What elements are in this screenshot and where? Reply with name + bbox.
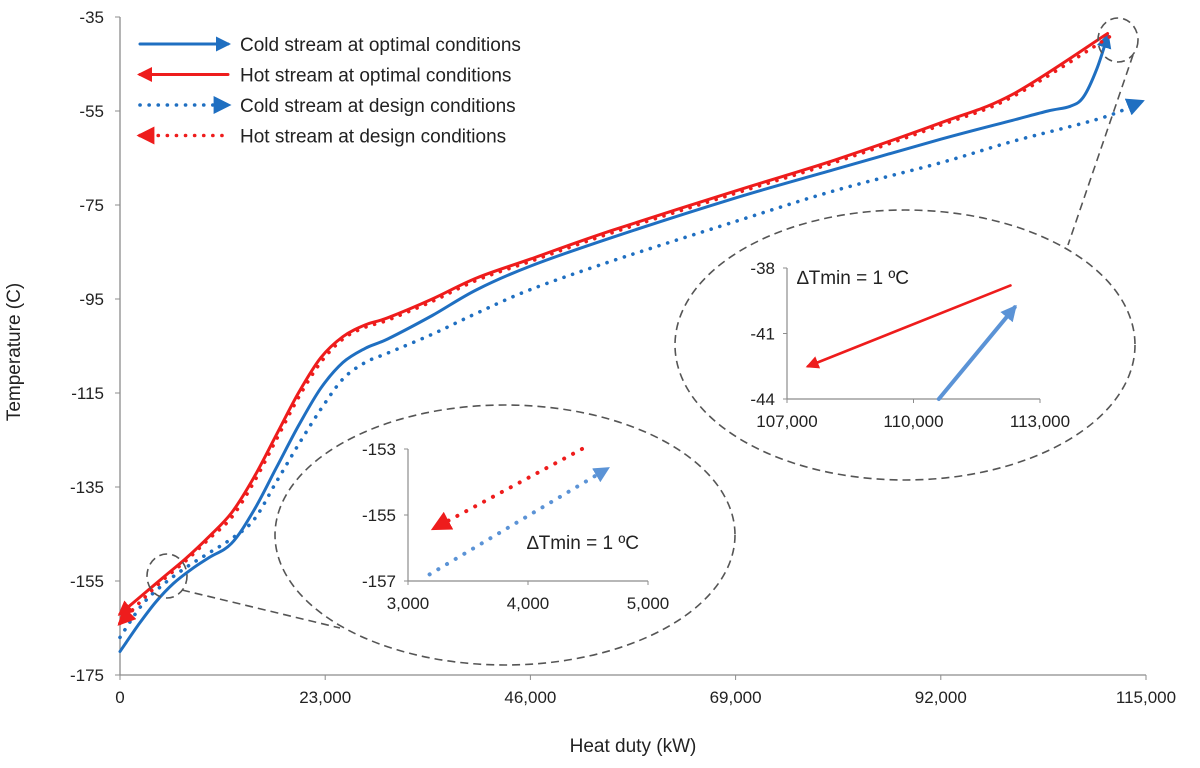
x-tick-label: 0 <box>115 688 124 707</box>
inset-x-tick-label: 107,000 <box>756 412 817 431</box>
y-tick-label: -135 <box>70 478 104 497</box>
series-line-hot-stream-at-design-conditions <box>117 31 1117 626</box>
series-layer <box>117 31 1145 653</box>
inset-x-tick-label: 4,000 <box>507 594 550 613</box>
zoom-callouts <box>146 17 1139 666</box>
inset-chart-1: -38 -41 -44 107,000 110,000 113,000 ∆Tmin = 1 … <box>750 259 1070 431</box>
inset-y-tick-label: -157 <box>362 572 396 591</box>
x-tick-label: 46,000 <box>504 688 556 707</box>
insets: -38 -41 -44 107,000 110,000 113,000 ∆Tmin = 1 … <box>362 259 1070 613</box>
inset-x-tick-label: 5,000 <box>627 594 670 613</box>
inset-chart-2: -153 -155 -157 3,000 4,000 5,000 ∆Tmin = 1 ºC <box>362 440 669 613</box>
inset-y-tick-label: -41 <box>750 325 775 344</box>
y-tick-label: -75 <box>79 196 104 215</box>
inset-frame-top <box>674 209 1136 481</box>
legend-label: Cold stream at design conditions <box>240 96 516 117</box>
axes-layer: -35 -55 -75 -95 -115 -135 -155 -175 0 23,000 46,00… <box>70 8 1176 707</box>
x-tick-label: 92,000 <box>915 688 967 707</box>
legend-label: Hot stream at optimal conditions <box>240 66 511 87</box>
zoom-leader-bottom <box>181 589 341 629</box>
y-tick-label: -35 <box>79 8 104 27</box>
inset-line-hot-stream-at-optimal-conditions <box>805 284 1012 369</box>
legend-label: Cold stream at optimal conditions <box>240 35 521 56</box>
inset-x-tick-label: 113,000 <box>1010 412 1070 431</box>
x-tick-label: 23,000 <box>299 688 351 707</box>
series-line-hot-stream-at-optimal-conditions <box>117 32 1110 616</box>
legend-label: Hot stream at design conditions <box>240 127 506 148</box>
inset-line-hot-stream-at-design-conditions <box>430 447 584 531</box>
y-tick-label: -115 <box>71 384 104 403</box>
x-tick-label: 69,000 <box>710 688 762 707</box>
y-tick-label: -175 <box>70 666 104 685</box>
inset-y-tick-label: -44 <box>750 390 775 409</box>
inset-y-tick-label: -38 <box>750 259 775 278</box>
series-line-cold-stream-at-optimal-conditions <box>118 32 1112 653</box>
inset-line-cold-stream-at-optimal-conditions <box>936 304 1017 401</box>
y-tick-label: -95 <box>79 290 104 309</box>
zoom-marker-top <box>1097 17 1139 63</box>
x-tick-label: 115,000 <box>1116 688 1176 707</box>
y-axis-title: Temperature (C) <box>4 283 25 421</box>
y-tick-label: -55 <box>79 102 104 121</box>
x-axis-title: Heat duty (kW) <box>570 736 697 757</box>
legend: Cold stream at optimal conditions Hot str… <box>136 35 521 148</box>
inset-annotation: ∆Tmin = 1 ºC <box>797 268 909 289</box>
inset-y-tick-label: -155 <box>362 506 396 525</box>
inset-y-tick-label: -153 <box>362 440 396 459</box>
inset-x-tick-label: 3,000 <box>387 594 430 613</box>
zoom-marker-bottom <box>146 553 188 599</box>
zoom-leader-top <box>1067 54 1134 246</box>
y-tick-label: -155 <box>70 572 104 591</box>
inset-frame-bottom <box>274 404 736 666</box>
inset-line-cold-stream-at-design-conditions <box>427 466 610 577</box>
inset-annotation: ∆Tmin = 1 ºC <box>527 533 639 554</box>
inset-x-tick-label: 110,000 <box>883 412 943 431</box>
series-line-cold-stream-at-design-conditions <box>118 98 1145 640</box>
